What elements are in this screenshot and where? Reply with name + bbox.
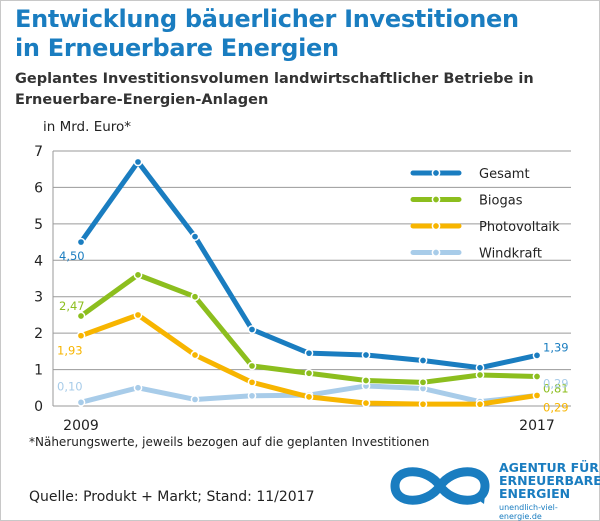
subtitle-line: Geplantes Investitionsvolumen landwirtsc…: [15, 71, 534, 87]
page-title: Entwicklung bäuerlicher Investitionen in…: [15, 5, 585, 63]
legend-label: Photovoltaik: [479, 220, 560, 235]
y-tick-label: 1: [34, 363, 43, 379]
data-point: [532, 372, 542, 381]
y-tick-label: 7: [34, 144, 43, 160]
title-line: in Erneuerbare Energien: [15, 34, 339, 62]
data-point: [532, 391, 542, 400]
legend-label: Windkraft: [479, 247, 542, 262]
data-label: 1,93: [57, 344, 83, 358]
data-point: [418, 356, 428, 365]
data-point: [304, 348, 314, 358]
data-point: [532, 351, 542, 360]
y-axis-unit-label: in Mrd. Euro*: [43, 119, 132, 135]
data-point: [475, 370, 485, 380]
data-point: [76, 237, 86, 247]
data-point: [475, 363, 485, 373]
data-label: 0,81: [543, 381, 569, 395]
data-point: [133, 383, 143, 393]
footnote: *Näherungswerte, jeweils bezogen auf die…: [29, 435, 430, 449]
data-point: [247, 377, 257, 387]
y-tick-label: 0: [34, 399, 43, 415]
y-tick-label: 3: [34, 290, 43, 306]
data-label: 0,10: [57, 379, 83, 393]
x-tick-label: 2017: [519, 418, 555, 434]
series-line: [78, 159, 540, 371]
logo-wordmark: AGENTUR FÜR ERNEUERBARE ENERGIEN: [499, 461, 600, 500]
legend-label: Biogas: [479, 194, 523, 209]
data-point: [76, 311, 86, 321]
data-point: [76, 398, 86, 407]
subtitle-line: Erneuerbare-Energien-Anlagen: [15, 92, 269, 108]
data-point: [190, 292, 200, 302]
data-label: 0,29: [543, 400, 569, 414]
legend-marker: [431, 248, 441, 257]
source-note: Quelle: Produkt + Markt; Stand: 11/2017: [29, 489, 315, 505]
y-tick-label: 6: [34, 180, 43, 196]
y-tick-label: 2: [34, 326, 43, 342]
data-point: [247, 325, 257, 334]
data-label: 1,39: [543, 340, 569, 354]
y-tick-label: 5: [34, 217, 43, 233]
data-label: 0,29: [543, 376, 569, 390]
data-point: [418, 377, 428, 387]
page-subtitle: Geplantes Investitionsvolumen landwirtsc…: [15, 69, 585, 111]
logo-line: ERNEUERBARE: [499, 473, 600, 488]
legend-marker: [431, 168, 441, 178]
data-point: [190, 232, 200, 241]
x-tick-label: 2009: [63, 418, 99, 434]
logo-line: ENERGIEN: [499, 486, 571, 501]
data-point: [190, 350, 200, 360]
data-point: [133, 270, 143, 280]
data-point: [247, 361, 257, 371]
data-point: [475, 399, 485, 409]
data-point: [247, 391, 257, 401]
title-line: Entwicklung bäuerlicher Investitionen: [15, 5, 519, 33]
logo-url: unendlich-viel-energie.de: [499, 503, 558, 521]
data-point: [361, 350, 371, 360]
legend-marker: [431, 195, 441, 204]
data-point: [133, 310, 143, 320]
data-point: [133, 157, 143, 167]
data-point: [418, 399, 428, 409]
data-point: [304, 392, 314, 402]
data-point: [304, 368, 314, 378]
data-point: [361, 398, 371, 408]
logo-line: AGENTUR FÜR: [499, 460, 599, 475]
data-point: [76, 331, 86, 341]
legend-label: Gesamt: [479, 167, 530, 182]
data-point: [190, 395, 200, 404]
y-tick-label: 4: [34, 253, 43, 269]
data-label: 4,50: [59, 249, 85, 263]
infinity-logo-icon: [390, 467, 490, 505]
data-label: 2,47: [59, 299, 85, 313]
legend-marker: [431, 221, 441, 231]
data-point: [361, 376, 371, 385]
